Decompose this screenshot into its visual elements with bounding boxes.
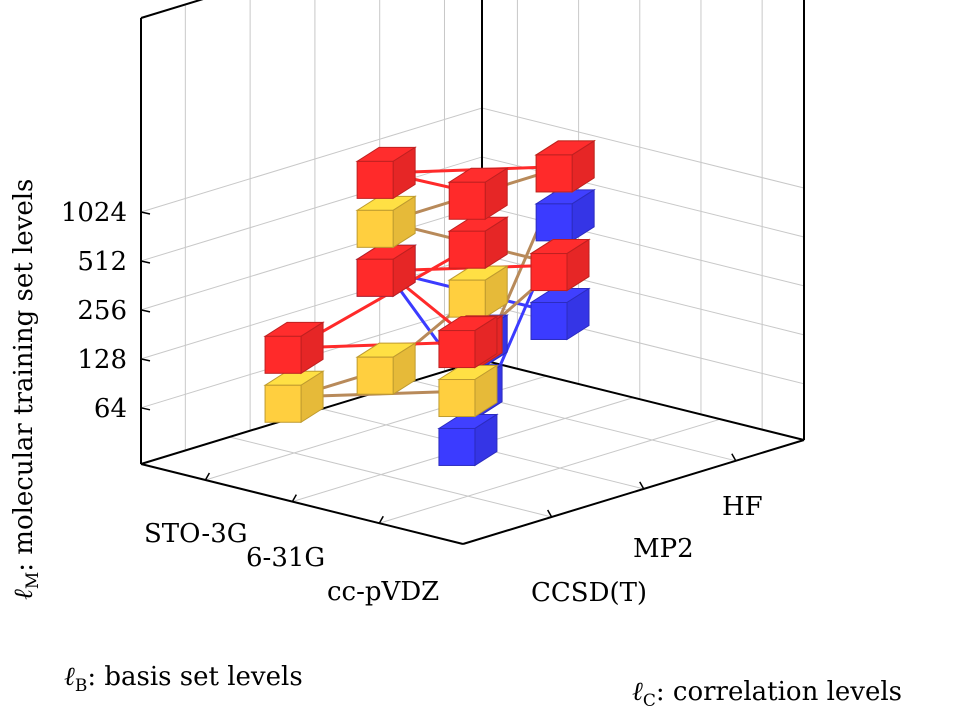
cube-red	[437, 315, 499, 369]
cube-front	[356, 160, 394, 199]
cube-front	[530, 253, 568, 292]
z-tick-label: 512	[77, 247, 127, 277]
frame-edge	[140, 0, 204, 19]
tick-mark	[140, 260, 151, 264]
tick-mark	[639, 481, 645, 490]
frame-edge	[462, 439, 805, 545]
cube-front	[356, 209, 394, 248]
cube-red	[447, 216, 509, 270]
cube-front	[356, 258, 394, 297]
cube-front	[438, 379, 476, 418]
cube-front	[535, 203, 573, 242]
cube-front	[448, 279, 486, 318]
cube-front	[264, 384, 302, 423]
cube-red	[355, 244, 417, 298]
frame-edge	[481, 359, 805, 441]
cube-yellow	[447, 265, 509, 319]
cube-front	[448, 230, 486, 269]
cube-red	[447, 167, 509, 221]
cube-yellow	[437, 364, 499, 418]
z-tick-label: 128	[77, 345, 127, 375]
tick-mark	[140, 358, 151, 362]
x-tick-label: cc-pVDZ	[327, 577, 439, 607]
z-tick-label: 256	[77, 296, 127, 326]
tick-mark	[291, 494, 297, 502]
x-tick-label: STO-3G	[144, 519, 248, 549]
tick-mark	[731, 453, 737, 462]
y-tick-label: CCSD(T)	[531, 578, 647, 608]
cube-front	[535, 154, 573, 193]
cubes	[263, 139, 596, 467]
cube-front	[530, 301, 568, 340]
tick-mark	[140, 211, 151, 215]
cube-front	[438, 427, 476, 466]
connector-lines	[293, 164, 568, 441]
cube-red	[529, 238, 591, 292]
grid-line	[229, 436, 552, 518]
cube-yellow	[263, 370, 325, 424]
tick-mark	[140, 309, 151, 313]
y-axis-title: ℓC: correlation levels	[632, 677, 902, 711]
tick-mark	[204, 472, 211, 481]
cube-blue	[437, 413, 499, 467]
z-axis-title: ℓM: molecular training set levels	[9, 179, 43, 600]
z-tick-label: 1024	[61, 198, 127, 228]
cube-red	[263, 321, 325, 375]
x-tick-label: 6-31G	[246, 543, 325, 573]
grid-line	[379, 418, 721, 524]
x-axis-title: ℓB: basis set levels	[64, 662, 303, 696]
tick-mark	[547, 509, 553, 518]
cube-front	[448, 181, 486, 220]
cube-red	[534, 139, 596, 193]
cube-blue	[529, 287, 591, 341]
cube-blue	[534, 188, 596, 242]
cube-front	[356, 356, 394, 395]
frame-edge	[140, 463, 464, 545]
cube-yellow	[355, 195, 417, 249]
tick-mark	[378, 515, 384, 524]
z-tick-label: 64	[94, 394, 127, 424]
tick-mark	[140, 407, 151, 411]
cube-yellow	[355, 342, 417, 396]
cube-red	[355, 146, 417, 200]
cube-front	[438, 330, 476, 369]
cube-front	[264, 335, 302, 374]
y-tick-label: HF	[722, 492, 763, 522]
y-tick-label: MP2	[633, 534, 694, 564]
